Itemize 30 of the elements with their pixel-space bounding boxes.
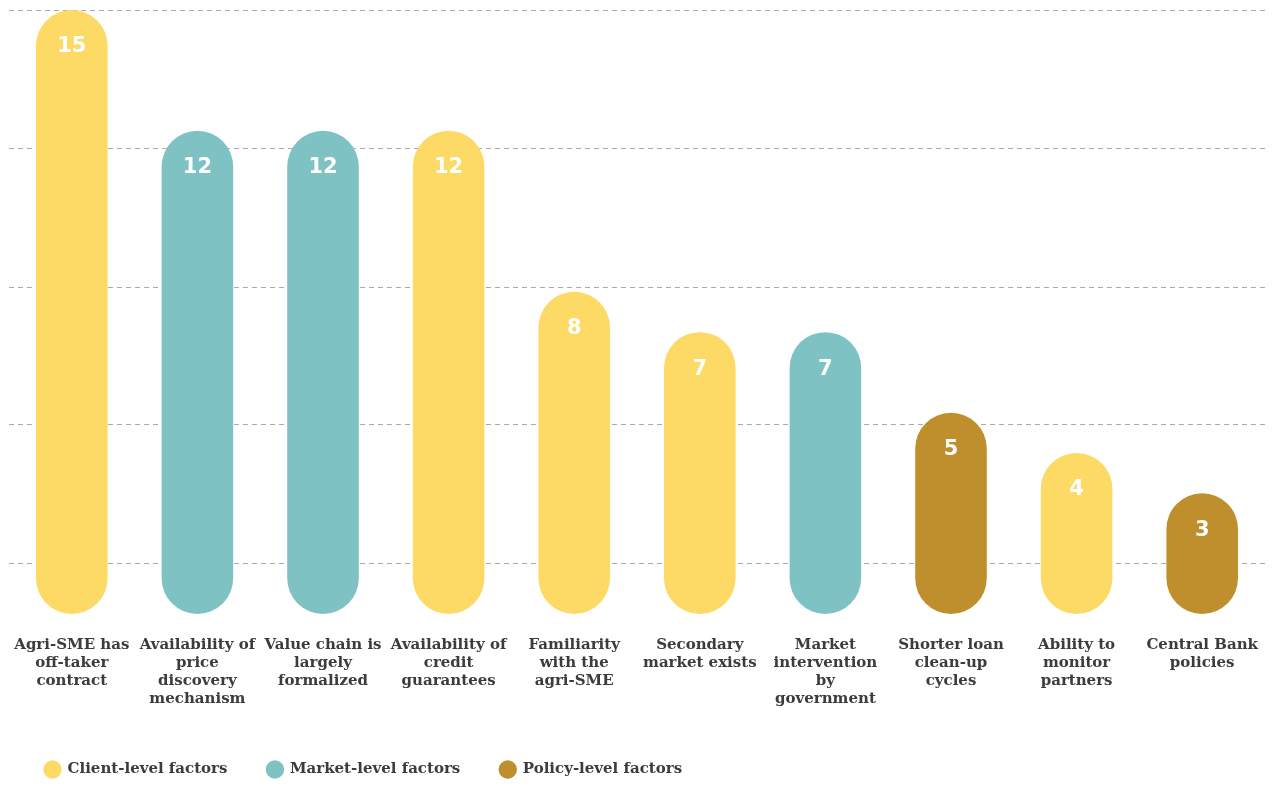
data-label: 15: [57, 33, 87, 58]
bar: [789, 332, 862, 614]
bar: [161, 130, 234, 614]
data-label: 7: [818, 355, 833, 380]
x-tick-label: Value chain is largely formalized: [263, 634, 382, 689]
bar: [664, 332, 736, 614]
x-tick-label: Market intervention by government: [773, 634, 878, 707]
data-label: 12: [433, 154, 464, 179]
data-label: 12: [182, 154, 213, 179]
x-tick-label: Agri-SME has off-taker contract: [13, 634, 130, 689]
legend-label: Market-level factors: [289, 759, 461, 778]
bar: [412, 130, 485, 614]
bar: [36, 10, 108, 614]
bar: [538, 291, 610, 614]
data-label: 3: [1194, 516, 1210, 541]
x-tick-label: Secondary market exists: [643, 634, 757, 671]
data-label: 8: [566, 315, 582, 340]
x-tick-label: Availability of price discovery mechanism: [138, 634, 257, 707]
x-tick-label: Central Bank policies: [1146, 634, 1259, 671]
data-label: 12: [308, 154, 338, 179]
legend-label: Client-level factors: [67, 759, 228, 778]
bar: [287, 130, 359, 614]
x-tick-label: Availability of credit guarantees: [389, 634, 508, 689]
data-label: 7: [692, 355, 708, 380]
legend-label: Policy-level factors: [522, 759, 683, 778]
x-tick-label: Familiarity with the agri-SME: [528, 634, 622, 689]
data-label: 4: [1069, 476, 1084, 501]
x-tick-label: Shorter loan clean-up cycles: [898, 634, 1004, 689]
x-tick-label: Ability to monitor partners: [1037, 634, 1116, 689]
data-label: 5: [943, 436, 959, 461]
